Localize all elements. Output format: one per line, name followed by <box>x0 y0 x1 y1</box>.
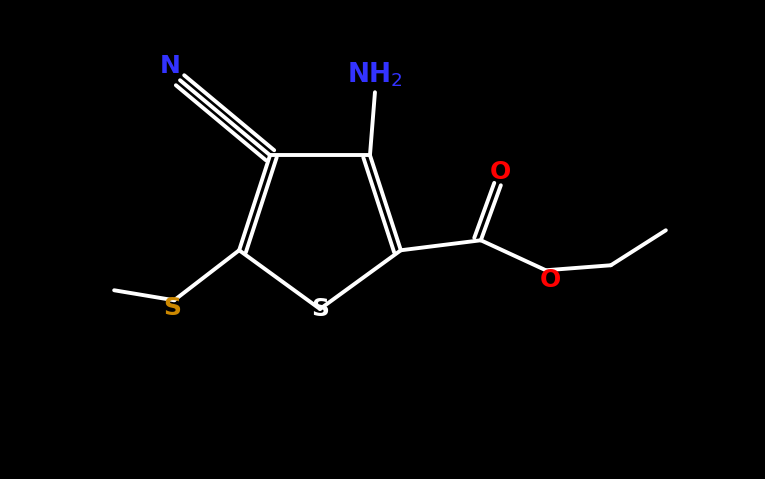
Text: N: N <box>160 54 181 78</box>
Text: O: O <box>540 268 562 292</box>
Text: S: S <box>311 297 329 321</box>
Text: S: S <box>163 297 181 320</box>
Text: NH$_2$: NH$_2$ <box>347 61 403 90</box>
Text: O: O <box>490 160 512 184</box>
